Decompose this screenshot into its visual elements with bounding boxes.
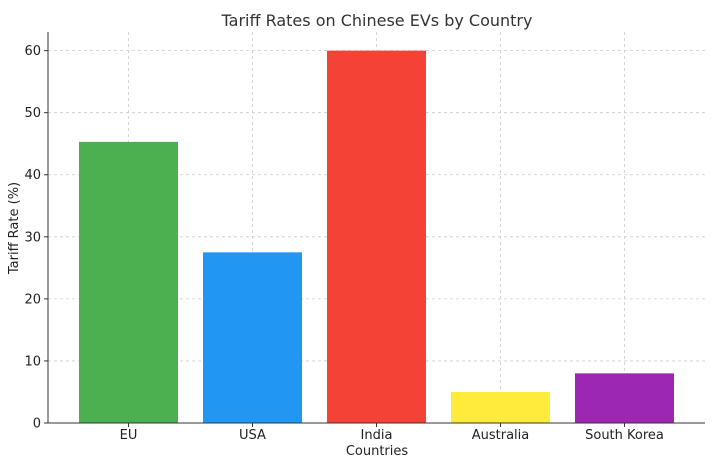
x-tick-label-eu: EU [120,428,138,443]
y-tick-label-60: 60 [24,44,41,59]
y-tick-label-50: 50 [24,106,41,121]
x-tick-label-australia: Australia [472,428,530,443]
chart-title: Tariff Rates on Chinese EVs by Country [221,11,533,30]
bar-eu [79,141,178,423]
y-tick-label-0: 0 [33,417,41,432]
bar-south-korea [575,373,674,423]
bar-usa [203,252,302,423]
y-tick-label-20: 20 [24,292,41,307]
bar-australia [451,391,550,423]
ticks-layer: 0 10 20 30 40 50 60 EU USA India Australia South Ko… [24,44,663,443]
bar-india [327,50,426,423]
y-tick-label-40: 40 [24,168,41,183]
y-tick-label-30: 30 [24,230,41,245]
x-tick-label-india: India [361,428,393,443]
x-axis-label: Countries [346,444,409,456]
y-axis-label: Tariff Rate (%) [7,182,22,275]
y-tick-label-10: 10 [24,354,41,369]
bars-layer [79,50,674,423]
x-tick-label-south-korea: South Korea [585,428,664,443]
x-tick-label-usa: USA [239,428,266,443]
